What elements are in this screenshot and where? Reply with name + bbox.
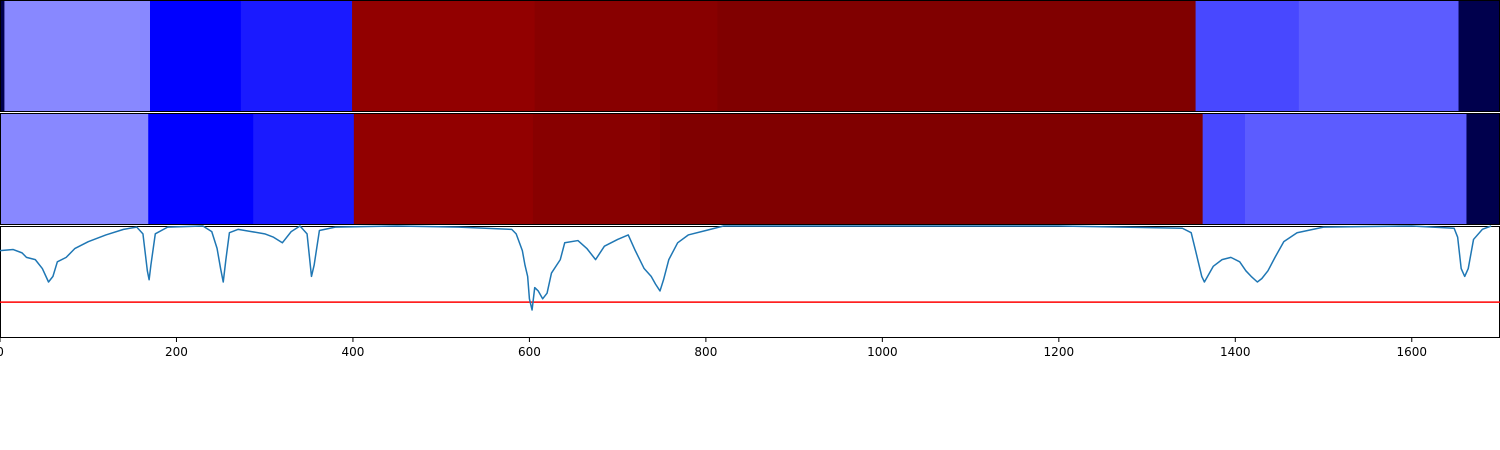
heatmap-segment-row2-3 (253, 113, 355, 225)
heatmap-segment-row2-4 (353, 113, 534, 225)
heatmap-segment-row2-6 (660, 113, 1204, 225)
x-tick-label-400: 400 (341, 345, 364, 359)
heatmap-segment-row2-8 (1245, 113, 1467, 225)
x-tick-label-800: 800 (694, 345, 717, 359)
heatmap-segment-row2-5 (532, 113, 661, 225)
heatmap-segment-row2-9 (1466, 113, 1500, 225)
heatmap-rows (0, 0, 1500, 225)
x-tick-label-600: 600 (518, 345, 541, 359)
x-tick-label-1400: 1400 (1220, 345, 1251, 359)
heatmap-segment-row1-3 (150, 0, 242, 112)
heatmap-segment-row1-2 (4, 0, 151, 112)
x-axis: 0 200 400 600 800 1000 1200 1400 1600 (0, 338, 1427, 359)
x-tick-label-1000: 1000 (867, 345, 898, 359)
x-tick-label-1600: 1600 (1396, 345, 1427, 359)
heatmap-segment-row1-1 (0, 0, 5, 112)
heatmap-segment-row2-2 (148, 113, 254, 225)
x-tick-label-1200: 1200 (1044, 345, 1075, 359)
line-panel (0, 225, 1500, 338)
heatmap-segment-row1-7 (717, 0, 1197, 112)
heatmap-segment-row1-9 (1298, 0, 1460, 112)
heatmap-segment-row1-5 (352, 0, 536, 112)
x-tick-label-0: 0 (0, 345, 4, 359)
heatmap-segment-row2-7 (1202, 113, 1246, 225)
heatmap-segment-row1-4 (240, 0, 353, 112)
line-panel-frame (0, 226, 1500, 338)
series-line (0, 225, 1492, 311)
heatmap-segment-row1-10 (1458, 0, 1500, 112)
x-tick-label-200: 200 (165, 345, 188, 359)
heatmap-segment-row1-6 (534, 0, 718, 112)
heatmap-segment-row2-1 (0, 113, 149, 225)
heatmap-segment-row1-8 (1195, 0, 1300, 112)
